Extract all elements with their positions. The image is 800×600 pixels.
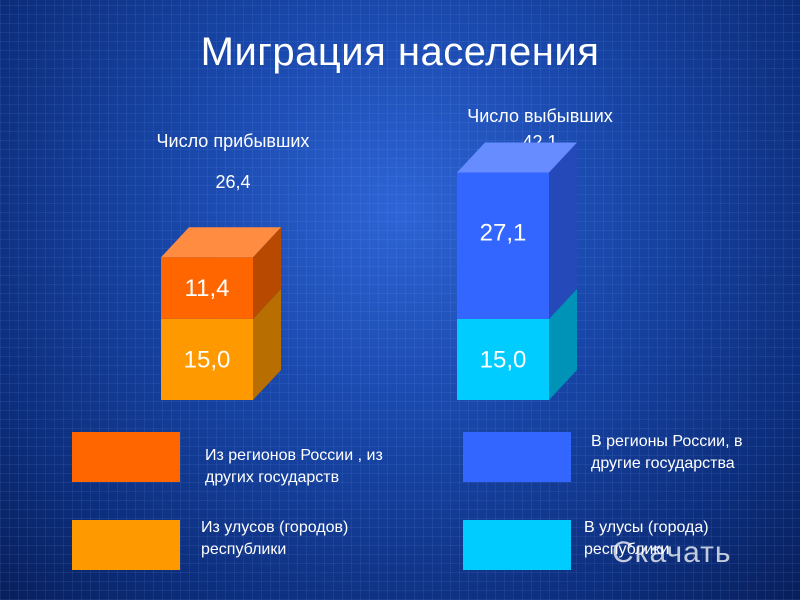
bar-1-value-label-0: 15,0 <box>480 346 527 373</box>
stacked-bar-chart: 15,0 11,4 15,0 27,1 <box>161 142 577 400</box>
bar-1-segment-0-side <box>549 288 577 400</box>
bar-1-segment-1-front <box>457 172 549 319</box>
legend-label-to-districts: В улусы (города) республики <box>584 519 709 558</box>
chart-title: Миграция населения <box>200 30 600 74</box>
bar-0-segment-1-front <box>161 257 253 319</box>
category-label-arrivals: Число прибывших <box>156 131 310 151</box>
bar-0-segment-1-top <box>161 227 281 258</box>
bar-1-segment-1-side <box>549 142 577 319</box>
category-label-departures: Число выбывших <box>467 106 613 126</box>
bar-0-value-label-0: 15,0 <box>184 346 231 373</box>
bar-1-value-label-1: 27,1 <box>480 219 527 246</box>
watermark: Скачать <box>612 536 732 569</box>
legend-swatch-to-regions <box>463 432 571 482</box>
bar-0-value-label-1: 11,4 <box>185 275 230 302</box>
bar-0-segment-0-front <box>161 318 253 400</box>
total-label-arrivals: 26,4 <box>215 172 251 192</box>
legend-label-to-regions: В регионы России, в другие государства <box>591 433 743 472</box>
bar-1-segment-1-top <box>457 142 577 173</box>
legend-swatch-to-districts <box>463 520 571 570</box>
legend-label-from-districts: Из улусов (городов) республики <box>201 519 349 558</box>
legend-swatch-from-districts <box>72 520 180 570</box>
bar-1-segment-0-front <box>457 318 549 400</box>
legend-label-from-regions: Из регионов России , из других государст… <box>205 447 383 486</box>
bar-0-segment-1-side <box>253 227 281 319</box>
bar-0-segment-0-side <box>253 288 281 400</box>
legend-swatch-from-regions <box>72 432 180 482</box>
legend: Из регионов России , из других государст… <box>0 400 800 600</box>
